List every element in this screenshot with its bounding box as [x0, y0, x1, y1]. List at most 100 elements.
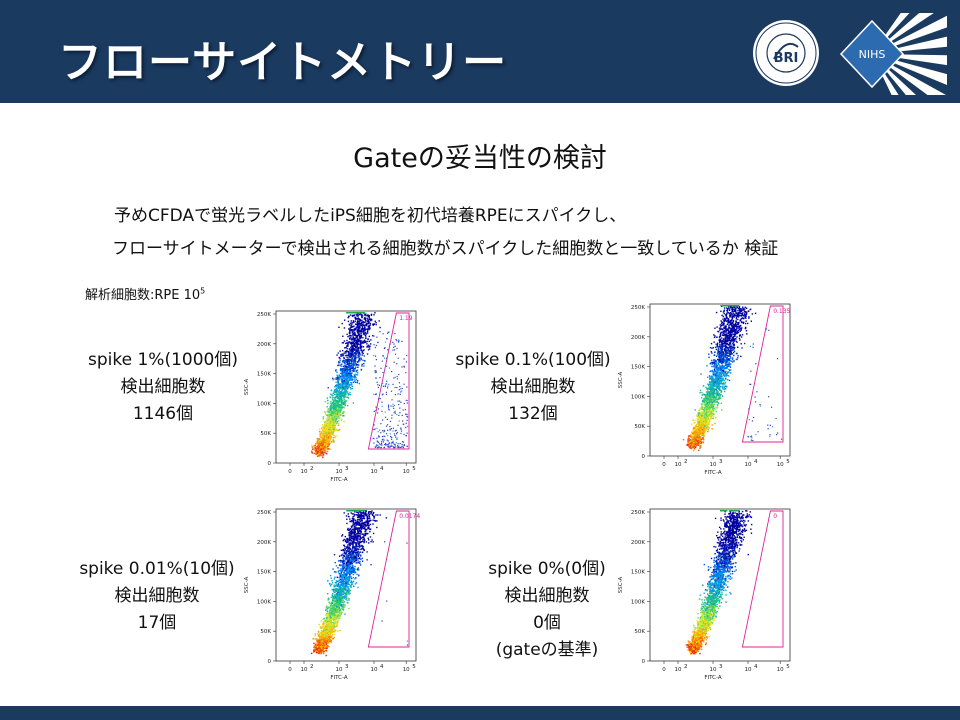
event-dot — [355, 336, 358, 338]
event-dot — [342, 385, 345, 388]
event-dot — [323, 430, 325, 433]
event-dot — [356, 321, 358, 324]
event-dot — [688, 444, 690, 446]
event-dot — [395, 442, 397, 444]
event-dot — [343, 374, 345, 376]
event-dot — [740, 336, 743, 338]
event-dot — [709, 378, 711, 381]
event-dot — [335, 409, 338, 411]
event-dot — [344, 360, 347, 363]
event-dot — [332, 430, 335, 433]
event-dot — [331, 420, 333, 423]
event-dot — [353, 349, 356, 351]
event-dot — [368, 318, 371, 321]
event-dot — [329, 396, 332, 399]
event-dot — [325, 421, 328, 423]
event-dot — [355, 356, 357, 359]
event-dot — [331, 409, 333, 411]
event-dot — [706, 400, 709, 402]
event-dot — [336, 421, 339, 423]
event-dot — [355, 318, 358, 320]
event-dot — [698, 412, 700, 414]
event-dot — [367, 344, 370, 346]
event-dot — [700, 403, 703, 405]
event-dot — [357, 347, 359, 350]
event-dot — [344, 350, 347, 353]
event-dot — [719, 354, 721, 357]
event-dot — [322, 436, 325, 438]
event-dot — [326, 406, 328, 408]
event-dot — [334, 399, 336, 401]
event-dot — [323, 434, 325, 436]
event-dot — [368, 348, 371, 350]
event-dot — [692, 419, 694, 421]
event-dot — [406, 399, 409, 402]
event-dot — [732, 337, 735, 339]
event-dot — [704, 397, 706, 399]
event-dot — [325, 447, 327, 450]
description-line-2: フローサイトメーターで検出される細胞数がスパイクした細胞数と一致しているか 検証 — [112, 239, 779, 259]
event-dot — [712, 347, 715, 349]
event-dot — [341, 393, 343, 396]
event-dot — [324, 443, 327, 446]
event-dot — [353, 312, 356, 314]
event-dot — [351, 322, 353, 324]
event-dot — [348, 356, 351, 358]
event-dot — [380, 367, 382, 369]
event-dot — [360, 340, 363, 342]
event-dot — [345, 376, 347, 379]
event-dot — [398, 340, 400, 342]
event-dot — [337, 393, 339, 396]
event-dot — [712, 404, 714, 406]
event-dot — [321, 451, 323, 453]
event-dot — [330, 424, 332, 426]
event-dot — [375, 371, 377, 373]
event-dot — [383, 347, 386, 350]
y-tick-label: 50K — [634, 424, 645, 430]
event-dot — [334, 407, 337, 410]
event-dot — [348, 315, 350, 318]
event-dot — [340, 418, 343, 420]
sample-label-2: spike 0.1%(100個) 検出細胞数 132個 — [448, 347, 618, 428]
event-dot — [334, 397, 336, 399]
event-dot — [720, 345, 722, 348]
event-dot — [334, 398, 336, 400]
event-dot — [367, 325, 370, 328]
event-dot — [347, 362, 349, 365]
event-dot — [715, 394, 718, 396]
event-dot — [703, 407, 706, 410]
event-dot — [704, 398, 706, 401]
event-dot — [354, 352, 357, 354]
event-dot — [735, 318, 737, 320]
event-dot — [730, 320, 732, 322]
event-dot — [336, 401, 338, 403]
event-dot — [333, 413, 336, 416]
event-dot — [342, 381, 344, 383]
event-dot — [687, 440, 689, 443]
event-dot — [403, 444, 406, 447]
event-dot — [328, 411, 331, 413]
event-dot — [397, 424, 399, 426]
event-dot — [320, 439, 322, 442]
event-dot — [717, 330, 719, 333]
event-dot — [733, 350, 736, 352]
event-dot — [348, 328, 350, 330]
event-dot — [359, 345, 362, 348]
event-dot — [724, 351, 727, 353]
event-dot — [358, 356, 360, 358]
event-dot — [703, 410, 706, 412]
event-dot — [723, 324, 725, 326]
event-dot — [403, 366, 406, 368]
event-dot — [715, 399, 717, 401]
event-dot — [344, 367, 347, 369]
event-dot — [394, 434, 396, 437]
event-dot — [341, 342, 344, 344]
event-dot — [336, 377, 339, 379]
event-dot — [360, 358, 363, 361]
event-dot — [732, 311, 735, 313]
event-dot — [329, 423, 332, 425]
event-dot — [374, 312, 376, 314]
event-dot — [335, 399, 337, 401]
event-dot — [351, 351, 353, 354]
x-tick-label: 10 — [403, 469, 410, 475]
